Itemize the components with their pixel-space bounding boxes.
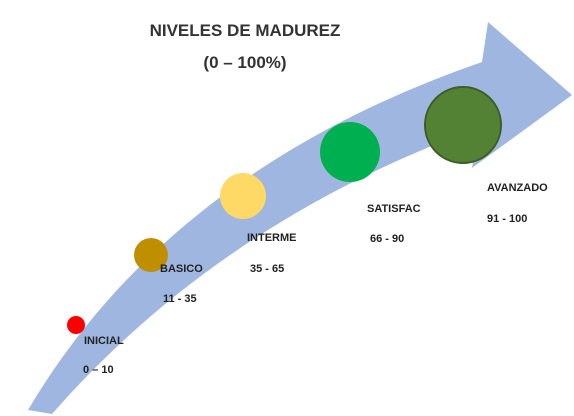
level-label: INTERME: [247, 232, 297, 244]
subtitle: (0 – 100%): [203, 53, 286, 72]
level-circle: [424, 86, 502, 164]
level-range: 91 - 100: [487, 213, 527, 225]
level-label: INICIAL: [84, 335, 124, 347]
level-range: 66 - 90: [370, 233, 404, 245]
level-circle: [134, 238, 168, 272]
level-circle: [220, 173, 266, 219]
level-label: SATISFAC: [367, 203, 421, 215]
level-range: 35 - 65: [250, 263, 284, 275]
level-range: 0 – 10: [83, 364, 114, 376]
level-range: 11 - 35: [163, 293, 197, 305]
level-circle: [320, 122, 380, 182]
level-label: BASICO: [160, 263, 203, 275]
level-circle: [67, 316, 85, 334]
level-label: AVANZADO: [487, 182, 548, 194]
title: NIVELES DE MADUREZ: [150, 21, 341, 40]
